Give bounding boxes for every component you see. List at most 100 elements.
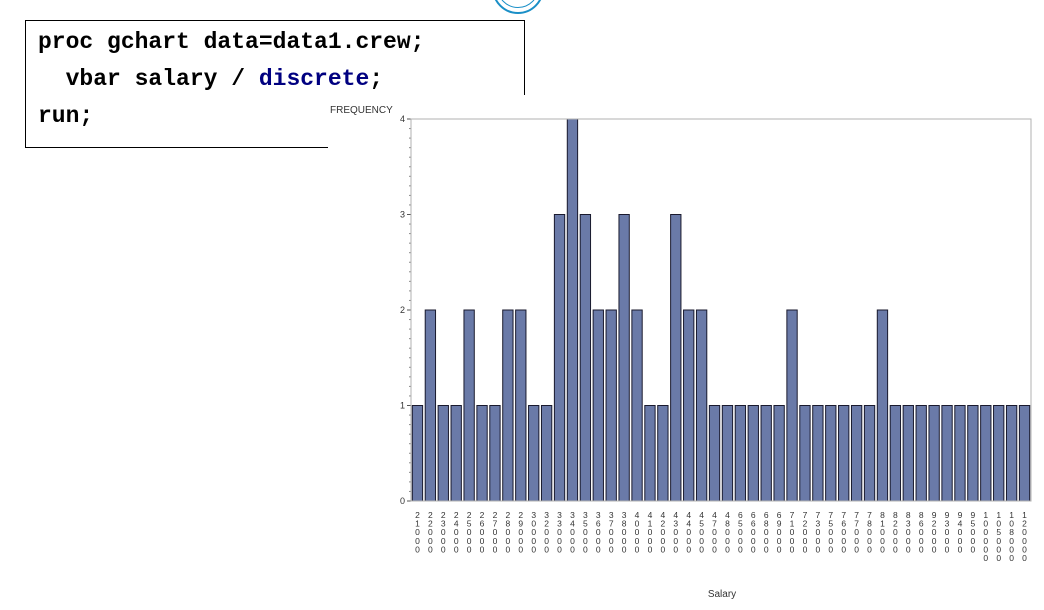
bar — [489, 405, 501, 502]
bar — [734, 405, 747, 502]
bar — [760, 405, 772, 502]
bar-chart: FREQUENCY Salary 0 1 2 3 4 2 1 0 0 0 2 2 0 0 0 2 3 0 0 0 2 4… — [330, 105, 1032, 600]
bar — [528, 405, 540, 502]
bar — [450, 405, 462, 502]
bar — [928, 405, 940, 502]
code-line-2: vbar salary / discrete; — [38, 66, 383, 92]
bar — [825, 405, 837, 502]
bar — [553, 214, 566, 502]
bar — [773, 405, 785, 502]
bar — [411, 405, 424, 502]
y-axis-label: FREQUENCY — [330, 105, 393, 116]
code-keyword-discrete: discrete — [258, 66, 370, 92]
bar — [850, 405, 863, 502]
plot-frame — [410, 118, 1032, 502]
bar — [657, 405, 669, 502]
bar — [605, 309, 617, 502]
bar — [799, 405, 811, 502]
x-axis-tick-labels: 2 1 0 0 0 2 2 0 0 0 2 3 0 0 0 2 4 0 0 0 2 5 0 0 0 2 6 0 0 0 2 7 0 0 0 2 8 0 0 0… — [415, 510, 1027, 563]
bars — [411, 118, 1031, 502]
y-tick-label: 0 — [400, 496, 405, 506]
bar — [540, 405, 553, 502]
bar — [476, 405, 488, 502]
bar — [708, 405, 721, 502]
bar — [902, 405, 914, 502]
bar — [1018, 405, 1031, 502]
bar — [863, 405, 876, 502]
code-line-1: proc gchart data=data1.crew; — [38, 29, 425, 55]
bar — [463, 309, 475, 502]
bar — [683, 309, 695, 502]
y-tick-label: 2 — [400, 305, 405, 315]
bar — [437, 405, 449, 502]
bar — [967, 405, 979, 502]
bar — [566, 118, 579, 502]
bar — [915, 405, 927, 502]
bar — [515, 309, 527, 502]
y-tick-label: 4 — [400, 114, 405, 124]
bar — [838, 405, 850, 502]
bar — [812, 405, 824, 502]
bar — [579, 214, 592, 502]
bar — [954, 405, 966, 502]
bar — [747, 405, 759, 502]
bar — [592, 309, 604, 502]
x-axis-label: Salary — [708, 589, 736, 600]
bar — [980, 405, 992, 502]
bar — [889, 405, 902, 502]
code-line-2-suffix: ; — [369, 66, 384, 92]
bar — [941, 405, 953, 502]
bar — [644, 405, 656, 502]
bar — [631, 309, 643, 502]
bar — [993, 405, 1005, 502]
bar — [1005, 405, 1018, 502]
y-tick-label: 1 — [400, 401, 405, 411]
code-box: proc gchart data=data1.crew; vbar salary… — [25, 20, 525, 148]
y-axis-ticks: 0 1 2 3 4 — [400, 114, 411, 506]
bar — [618, 214, 630, 502]
